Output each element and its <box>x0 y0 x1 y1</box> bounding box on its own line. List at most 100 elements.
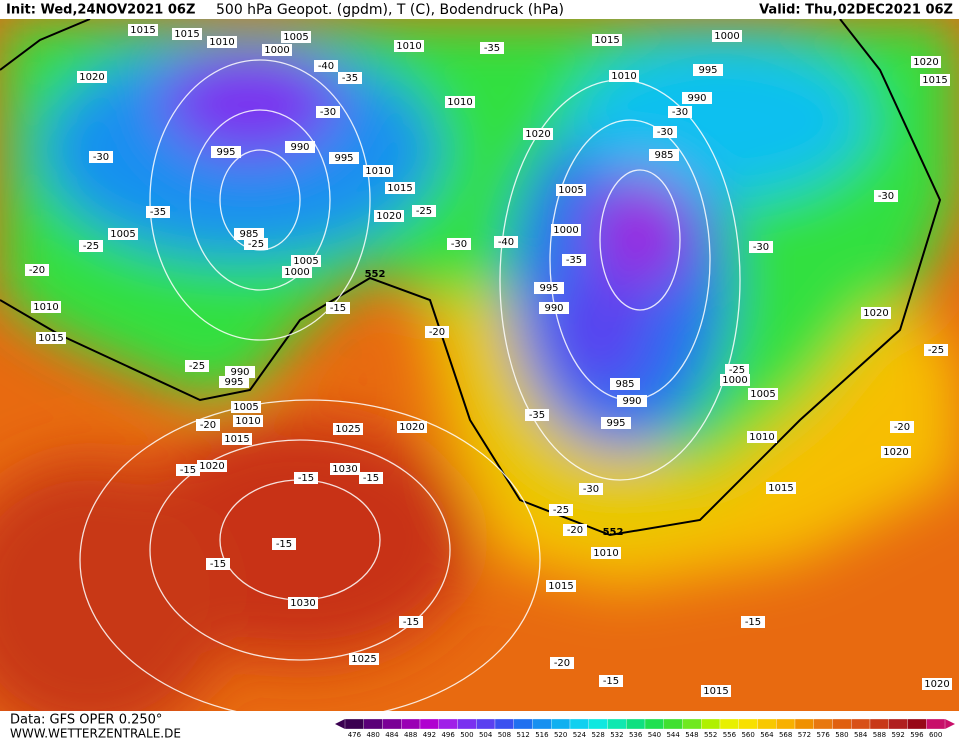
temperature-label: -25 <box>83 241 99 252</box>
label-box <box>549 504 573 516</box>
legend-swatch <box>344 718 364 730</box>
map-title: 500 hPa Geopot. (gpdm), T (C), Bodendruc… <box>216 2 564 18</box>
label-box <box>329 152 359 164</box>
color-legend: 476 480 484 488 492 496 500 504 508 512 516 520 524 5… <box>335 718 955 739</box>
isobar-label: 985 <box>654 150 673 161</box>
legend-swatch <box>513 718 533 730</box>
label-box <box>333 423 363 435</box>
label-box <box>447 238 471 250</box>
label-box <box>920 74 950 86</box>
legend-arrow <box>945 719 955 729</box>
label-box <box>693 64 723 76</box>
label-box <box>747 431 777 443</box>
label-box <box>748 388 778 400</box>
label-box <box>741 616 765 628</box>
isobar-label: 990 <box>290 142 309 153</box>
isobar-label: 1020 <box>199 461 224 472</box>
temperature-label: -35 <box>484 43 500 54</box>
legend-swatch <box>663 718 683 730</box>
label-box <box>330 463 360 475</box>
valid-time: Valid: Thu,02DEC2021 06Z <box>759 3 953 18</box>
site-url: WWW.WETTERZENTRALE.DE <box>10 727 181 741</box>
label-box <box>219 376 249 388</box>
isobar-label: 1010 <box>593 548 618 559</box>
label-box <box>288 597 318 609</box>
legend-value: 520 <box>554 731 567 739</box>
label-box <box>610 378 640 390</box>
legend-value: 524 <box>573 731 587 739</box>
legend-swatch <box>682 718 702 730</box>
label-box <box>244 238 268 250</box>
label-box <box>534 282 564 294</box>
legend-swatch <box>569 718 589 730</box>
label-box <box>701 685 731 697</box>
isobar-label: 1005 <box>283 32 308 43</box>
label-box <box>172 28 202 40</box>
label-box <box>550 657 574 669</box>
label-box <box>285 141 315 153</box>
isobar-label: 1015 <box>174 29 199 40</box>
temperature-label: -15 <box>298 473 314 484</box>
label-box <box>31 301 61 313</box>
isobar-label: 1005 <box>293 256 318 267</box>
legend-value: 540 <box>648 731 661 739</box>
isobar-label: 1005 <box>233 402 258 413</box>
temperature-label: -20 <box>29 265 45 276</box>
label-box <box>222 433 252 445</box>
temperature-label: -30 <box>451 239 467 250</box>
legend-value: 512 <box>516 731 529 739</box>
label-box <box>206 558 230 570</box>
legend-value: 556 <box>723 731 737 739</box>
label-box <box>445 96 475 108</box>
isobar-label: 985 <box>239 229 258 240</box>
isobar-label: 1000 <box>714 31 739 42</box>
isobar-label: 1010 <box>611 71 636 82</box>
legend-swatch <box>869 718 889 730</box>
legend-value: 516 <box>535 731 549 739</box>
legend-value: 504 <box>479 731 493 739</box>
temperature-label: -35 <box>566 255 582 266</box>
label-box <box>601 417 631 429</box>
contour-552-label: 552 <box>603 527 624 538</box>
legend-value: 560 <box>741 731 754 739</box>
isobar-label: 995 <box>698 65 717 76</box>
temperature-label: -30 <box>93 152 109 163</box>
temperature-label: -30 <box>878 191 894 202</box>
label-box <box>211 146 241 158</box>
temperature-label: -30 <box>657 127 673 138</box>
label-box <box>79 240 103 252</box>
isobar-label: 1015 <box>224 434 249 445</box>
legend-value: 580 <box>835 731 848 739</box>
legend-value: 552 <box>704 731 717 739</box>
legend-value: 508 <box>498 731 511 739</box>
legend-value: 576 <box>816 731 830 739</box>
legend-value: 592 <box>891 731 904 739</box>
isobar-label: 1025 <box>335 424 360 435</box>
temperature-label: -40 <box>498 237 514 248</box>
label-box <box>725 364 749 376</box>
label-box <box>385 182 415 194</box>
legend-swatch <box>851 718 871 730</box>
isobar-label: 1020 <box>525 129 550 140</box>
label-box <box>394 40 424 52</box>
label-box <box>911 56 941 68</box>
legend-swatch <box>532 718 552 730</box>
label-box <box>281 31 311 43</box>
label-box <box>617 395 647 407</box>
legend-value: 528 <box>591 731 604 739</box>
label-box <box>523 128 553 140</box>
temperature-label: -20 <box>429 327 445 338</box>
label-box <box>231 401 261 413</box>
label-box <box>480 42 504 54</box>
label-box <box>233 415 263 427</box>
label-box <box>108 228 138 240</box>
temperature-label: -30 <box>320 107 336 118</box>
legend-swatch <box>813 718 833 730</box>
temperature-label: -20 <box>894 422 910 433</box>
legend-value: 564 <box>760 731 774 739</box>
temperature-label: -40 <box>318 61 334 72</box>
label-box <box>551 224 581 236</box>
label-box <box>291 255 321 267</box>
label-box <box>579 483 603 495</box>
